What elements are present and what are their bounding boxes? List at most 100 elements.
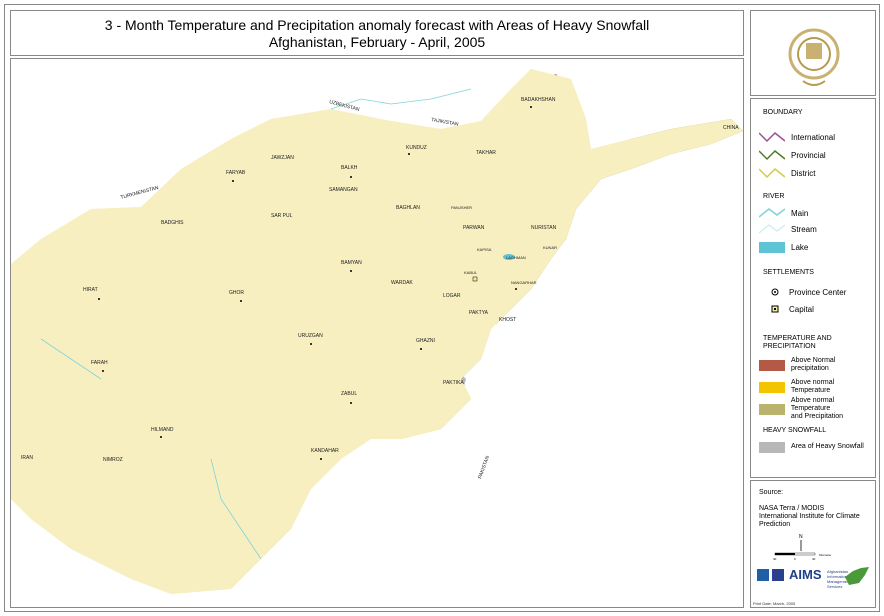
province-label: FARYAB [226, 170, 246, 176]
province-label: KANDAHAR [311, 448, 339, 454]
source-line: NASA Terra / MODIS [759, 505, 825, 512]
legend-label-line1: Above normal [791, 379, 835, 386]
province-label: TAKHAR [476, 150, 496, 156]
legend-label: Stream [791, 224, 817, 234]
province-label: PARWAN [463, 225, 485, 231]
legend-item-above-normal-temp: Above normal Temperature [759, 379, 834, 395]
source-text: NASA Terra / MODIS International Institu… [759, 505, 871, 529]
province-label: ZABUL [341, 391, 357, 397]
province-label: BAGHLAN [396, 205, 420, 211]
national-emblem-icon [788, 28, 840, 86]
legend-label-line1: Above normal Temperature [790, 397, 835, 412]
country-label-tajikistan: TAJIKISTAN [431, 117, 460, 128]
province-label: SAMANGAN [329, 187, 358, 193]
province-label: FARAH [91, 360, 108, 366]
legend-label: International [791, 132, 836, 142]
legend-item-province-center: Province Center [771, 284, 846, 300]
legend-item-above-normal-precip: Above Normal precipitation [759, 357, 835, 373]
afghanistan-map: UZBEKISTAN TAJIKISTAN TURKMENISTAN IRAN … [11, 68, 743, 595]
emblem-box [750, 10, 876, 96]
capital-icon [771, 305, 779, 313]
afghanistan-locator-icon [845, 567, 869, 585]
capital-marker [472, 276, 478, 282]
province-label: PAKTIKA [443, 380, 464, 386]
province-label: SAR PUL [271, 213, 293, 219]
north-arrow-label: N [799, 534, 803, 540]
lake-swatch [759, 241, 785, 253]
aims-logo-subtitle: Afghanistan Information Management Servi… [827, 569, 851, 589]
river-stream-icon [759, 224, 785, 234]
province-label: PAKTYA [469, 310, 489, 316]
province-label: HIRAT [83, 287, 98, 293]
legend-heading-boundary: BOUNDARY [763, 109, 803, 116]
legend-item-lake: Lake [759, 239, 808, 255]
legend-heading-snow: HEAVY SNOWFALL [763, 427, 827, 434]
scale-unit-label: Kilometers [819, 553, 831, 557]
country-label-pakistan: PAKISTAN [477, 455, 491, 480]
province-label: PANJSHER [451, 205, 472, 210]
legend-item-district: District [759, 165, 815, 181]
side-panel: BOUNDARY International Provincial Distri… [750, 10, 876, 608]
province-label: URUZGAN [298, 333, 323, 339]
legend-label-line2: Temperature [791, 387, 831, 394]
province-center-icon [771, 288, 779, 296]
partner-logos-icon [757, 569, 784, 581]
map-title: 3 - Month Temperature and Precipitation … [104, 17, 650, 33]
province-label: KABUL [464, 270, 478, 275]
province-label: BALKH [341, 165, 358, 171]
legend-label: Above normal Temperature and Precipitatio… [791, 397, 875, 421]
province-label: GHAZNI [416, 338, 435, 344]
legend-label: Capital [789, 304, 814, 314]
source-line: International Institute for Climate [759, 513, 860, 520]
legend: BOUNDARY International Provincial Distri… [750, 98, 876, 478]
legend-item-heavy-snowfall: Area of Heavy Snowfall [759, 439, 864, 455]
legend-label: Above Normal precipitation [791, 357, 835, 373]
legend-heading-temp-precip-1: TEMPERATURE AND [763, 335, 832, 342]
legend-item-above-normal-temp-precip: Above normal Temperature and Precipitatio… [759, 397, 875, 420]
legend-item-capital: Capital [771, 301, 814, 317]
province-centers [98, 106, 532, 460]
heavy-snowfall-swatch [759, 441, 785, 453]
legend-label: Main [791, 208, 809, 218]
source-line: Prediction [759, 521, 791, 528]
legend-item-international: International [759, 129, 835, 145]
province-label: KHOST [499, 317, 516, 323]
scale-bar-icon: N 40 0 40 Kilometers [773, 534, 831, 561]
province-label: BAMYAN [341, 260, 362, 266]
province-label: KUNAR [543, 245, 557, 250]
province-label: BADGHIS [161, 220, 184, 226]
province-label: LAGHMAN [506, 255, 526, 260]
source-box: Source: NASA Terra / MODIS International… [750, 480, 876, 608]
above-normal-temp-precip-swatch [759, 403, 785, 415]
province-label: WARDAK [391, 280, 413, 286]
map-canvas[interactable]: UZBEKISTAN TAJIKISTAN TURKMENISTAN IRAN … [10, 58, 744, 608]
legend-label: Above normal Temperature [791, 379, 834, 395]
legend-label: District [791, 168, 816, 178]
legend-label-line2: precipitation [791, 365, 829, 372]
legend-label: Province Center [789, 287, 847, 297]
aims-logo: AIMS [789, 567, 822, 582]
source-heading: Source: [759, 489, 784, 496]
legend-item-main-river: Main [759, 205, 808, 221]
province-label: HILMAND [151, 427, 174, 433]
country-label-china: CHINA [723, 125, 739, 131]
legend-label: Area of Heavy Snowfall [791, 443, 864, 450]
province-label: NURISTAN [531, 225, 557, 231]
scale-label: 40 [812, 557, 816, 561]
legend-label-line1: Above Normal [791, 357, 836, 364]
legend-label-line2: and Precipitation [790, 413, 844, 420]
above-normal-temp-swatch [759, 381, 785, 393]
country-label-iran: IRAN [21, 455, 33, 461]
legend-item-provincial: Provincial [759, 147, 826, 163]
province-label: BADAKHSHAN [521, 97, 556, 103]
print-date: Print Date: March, 2005 [753, 601, 796, 606]
scale-label: 40 [773, 557, 777, 561]
province-label: KAPISA [477, 247, 492, 252]
river-main-icon [759, 208, 785, 218]
lake [503, 254, 515, 260]
legend-heading-temp-precip-2: PRECIPITATION [763, 343, 816, 350]
province-label: GHOR [229, 290, 244, 296]
province-label: KUNDUZ [406, 145, 427, 151]
above-normal-precip-swatch [759, 359, 785, 371]
rivers [40, 88, 472, 560]
